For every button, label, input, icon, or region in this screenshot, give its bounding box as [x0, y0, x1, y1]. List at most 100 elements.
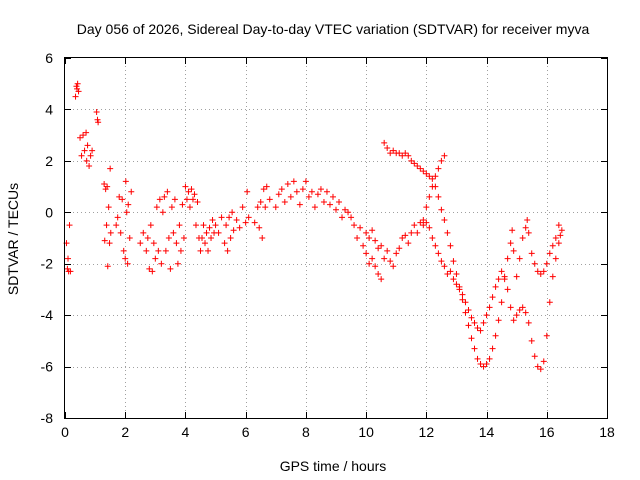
- data-point: [206, 224, 213, 231]
- data-point: [399, 235, 406, 241]
- data-point: [366, 235, 373, 241]
- data-point: [378, 242, 385, 249]
- data-point: [417, 219, 424, 226]
- data-point: [513, 312, 520, 319]
- data-point: [531, 260, 538, 267]
- data-point: [540, 268, 547, 275]
- data-point: [176, 222, 183, 229]
- data-point: [114, 214, 121, 221]
- data-point: [519, 304, 526, 311]
- data-point: [450, 258, 457, 265]
- data-point: [83, 129, 90, 136]
- data-point: [123, 209, 130, 216]
- data-point: [528, 250, 535, 257]
- data-point: [188, 186, 195, 193]
- y-axis-label: SDTVAR / TECUs: [5, 183, 21, 295]
- data-point: [525, 319, 532, 326]
- data-point: [173, 240, 180, 247]
- data-point: [161, 193, 168, 200]
- data-point: [272, 204, 279, 211]
- data-series: [420, 152, 448, 229]
- data-point: [387, 258, 394, 265]
- data-point: [242, 219, 249, 226]
- data-point: [477, 327, 484, 334]
- plot-frame: [64, 57, 608, 419]
- data-point: [429, 183, 436, 190]
- data-point: [375, 271, 382, 277]
- data-point: [107, 165, 114, 172]
- x-tick-label: 18: [599, 424, 615, 440]
- data-point: [186, 204, 193, 211]
- data-point: [384, 247, 391, 254]
- data-point: [236, 224, 243, 231]
- data-point: [375, 245, 382, 252]
- data-point: [462, 299, 469, 306]
- data-point: [456, 283, 463, 290]
- data-point: [510, 247, 517, 254]
- data-point: [119, 196, 126, 203]
- x-tick-label: 8: [302, 424, 310, 440]
- data-point: [345, 209, 352, 216]
- data-point: [93, 109, 100, 115]
- data-point: [486, 304, 493, 311]
- data-point: [299, 186, 306, 193]
- data-point: [444, 229, 451, 236]
- y-tick-label: 2: [45, 153, 53, 169]
- data-point: [489, 345, 496, 352]
- data-point: [426, 224, 433, 231]
- data-point: [525, 229, 532, 236]
- data-series: [363, 217, 565, 373]
- data-point: [305, 193, 312, 200]
- data-point: [441, 263, 448, 270]
- data-point: [429, 175, 436, 182]
- data-point: [124, 260, 131, 267]
- data-point: [66, 222, 73, 229]
- data-point: [555, 240, 562, 247]
- data-point: [468, 335, 475, 342]
- data-point: [162, 247, 169, 254]
- data-point: [200, 222, 207, 229]
- data-point: [549, 273, 556, 280]
- data-point: [405, 152, 412, 159]
- data-series: [381, 139, 562, 370]
- data-point: [408, 157, 415, 164]
- data-point: [64, 265, 71, 272]
- data-point: [420, 168, 427, 175]
- data-point: [209, 217, 216, 223]
- data-point: [423, 170, 430, 177]
- data-point: [80, 132, 87, 139]
- data-point: [199, 235, 206, 241]
- data-point: [224, 247, 231, 254]
- data-point: [402, 232, 409, 239]
- data-point: [399, 152, 406, 159]
- data-point: [194, 199, 201, 205]
- data-point: [227, 235, 234, 241]
- x-axis-label: GPS time / hours: [280, 458, 387, 474]
- data-point: [104, 263, 111, 270]
- data-point: [528, 337, 535, 344]
- data-point: [441, 217, 448, 223]
- data-point: [197, 247, 204, 254]
- data-point: [153, 204, 160, 211]
- data-point: [555, 222, 562, 229]
- data-point: [546, 299, 553, 306]
- data-point: [192, 222, 199, 229]
- data-point: [513, 273, 520, 280]
- data-point: [351, 222, 358, 229]
- data-point: [492, 283, 499, 290]
- data-point: [426, 193, 433, 200]
- data-point: [179, 201, 186, 208]
- y-tick-label: -6: [41, 359, 54, 375]
- data-point: [462, 309, 469, 316]
- data-point: [302, 178, 309, 185]
- data-point: [381, 255, 388, 262]
- data-point: [414, 229, 421, 236]
- data-point: [251, 219, 258, 226]
- data-point: [546, 250, 553, 257]
- data-point: [77, 134, 84, 141]
- data-point: [72, 93, 79, 100]
- data-point: [510, 317, 517, 324]
- data-point: [483, 312, 490, 319]
- data-point: [435, 193, 442, 200]
- data-point: [254, 204, 261, 211]
